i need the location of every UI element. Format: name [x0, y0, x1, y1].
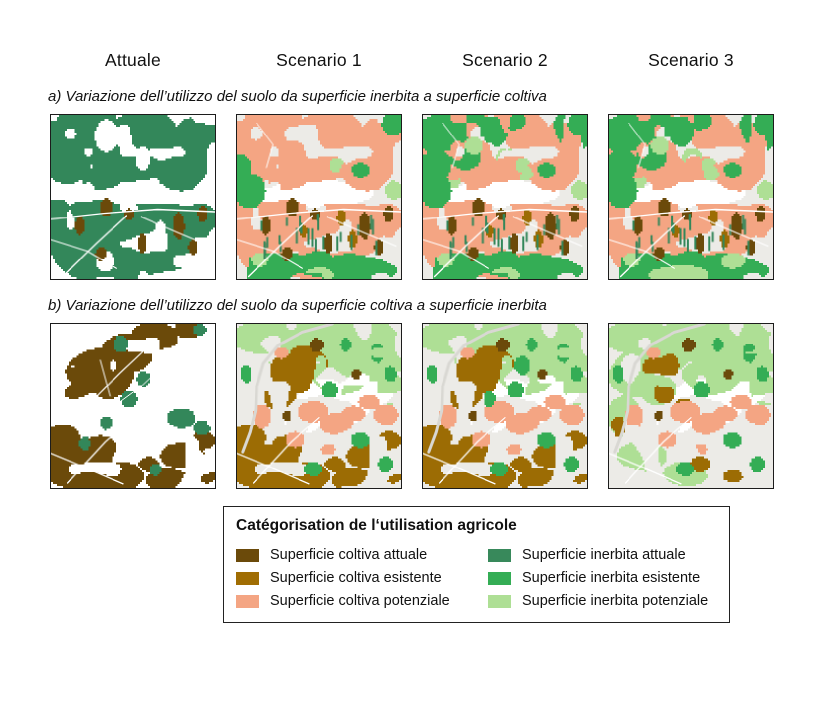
legend-title: Catégorisation de l‘utilisation agricole	[236, 517, 517, 534]
map-panel-b-attuale	[50, 323, 216, 489]
map-panel-b-scenario-3	[608, 323, 774, 489]
legend-label: Superficie coltiva attuale	[270, 547, 428, 563]
map-panel-b-scenario-1	[236, 323, 402, 489]
legend-label: Superficie inerbita potenziale	[522, 593, 709, 609]
map-panel-a-attuale	[50, 114, 216, 280]
map-a-scenario-1	[236, 114, 402, 280]
map-row-a	[0, 114, 836, 280]
swatch-inerbita-attuale	[488, 548, 511, 562]
legend-label: Superficie coltiva potenziale	[270, 593, 450, 609]
legend-item-coltiva-potenziale: Superficie coltiva potenziale	[236, 593, 488, 609]
legend-item-coltiva-attuale: Superficie coltiva attuale	[236, 547, 488, 563]
map-a-scenario-2	[422, 114, 588, 280]
map-b-scenario-3	[608, 323, 774, 489]
map-panel-a-scenario-2	[422, 114, 588, 280]
column-header-scenario-2: Scenario 2	[462, 50, 548, 70]
map-a-scenario-3	[608, 114, 774, 280]
map-panel-a-scenario-1	[236, 114, 402, 280]
legend-item-inerbita-esistente: Superficie inerbita esistente	[488, 570, 708, 586]
map-a-attuale	[50, 114, 216, 280]
legend-box: Catégorisation de l‘utilisation agricole…	[223, 506, 730, 623]
legend-item-inerbita-potenziale: Superficie inerbita potenziale	[488, 593, 708, 609]
column-header-attuale: Attuale	[105, 50, 161, 70]
swatch-coltiva-esistente	[236, 571, 259, 585]
legend-label: Superficie inerbita attuale	[522, 547, 686, 563]
swatch-coltiva-potenziale	[236, 594, 259, 608]
column-headers: Attuale Scenario 1 Scenario 2 Scenario 3	[0, 0, 836, 71]
swatch-inerbita-potenziale	[488, 594, 511, 608]
legend-columns: Superficie coltiva attuale Superficie co…	[236, 547, 715, 609]
map-row-b	[0, 323, 836, 489]
map-b-attuale	[50, 323, 216, 489]
legend-label: Superficie inerbita esistente	[522, 570, 701, 586]
column-header-scenario-1: Scenario 1	[276, 50, 362, 70]
legend-label: Superficie coltiva esistente	[270, 570, 442, 586]
caption-section-b: b) Variazione dell’utilizzo del suolo da…	[48, 297, 547, 314]
map-b-scenario-2	[422, 323, 588, 489]
map-panel-b-scenario-2	[422, 323, 588, 489]
swatch-coltiva-attuale	[236, 548, 259, 562]
map-panel-a-scenario-3	[608, 114, 774, 280]
legend-item-coltiva-esistente: Superficie coltiva esistente	[236, 570, 488, 586]
column-header-scenario-3: Scenario 3	[648, 50, 734, 70]
legend-item-inerbita-attuale: Superficie inerbita attuale	[488, 547, 708, 563]
swatch-inerbita-esistente	[488, 571, 511, 585]
caption-section-a: a) Variazione dell’utilizzo del suolo da…	[48, 88, 547, 105]
legend-column-coltiva: Superficie coltiva attuale Superficie co…	[236, 547, 488, 609]
map-b-scenario-1	[236, 323, 402, 489]
legend-column-inerbita: Superficie inerbita attuale Superficie i…	[488, 547, 708, 609]
